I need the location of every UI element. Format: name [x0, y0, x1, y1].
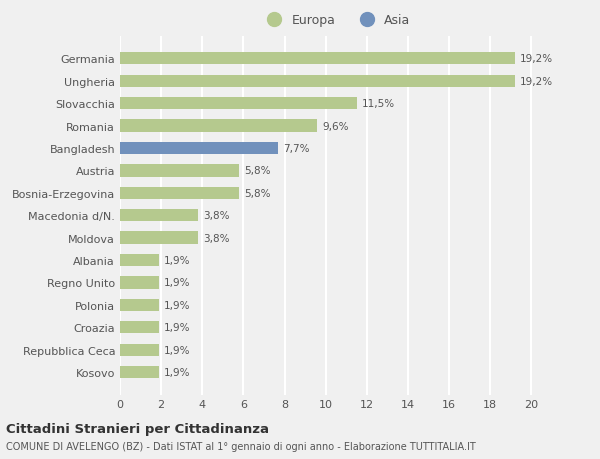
- Bar: [120, 75, 515, 88]
- Text: 1,9%: 1,9%: [164, 256, 191, 265]
- Text: COMUNE DI AVELENGO (BZ) - Dati ISTAT al 1° gennaio di ogni anno - Elaborazione T: COMUNE DI AVELENGO (BZ) - Dati ISTAT al …: [6, 441, 476, 451]
- Bar: [120, 120, 317, 132]
- Bar: [120, 366, 159, 379]
- Text: 19,2%: 19,2%: [520, 54, 553, 64]
- Text: 19,2%: 19,2%: [520, 77, 553, 86]
- Text: 1,9%: 1,9%: [164, 345, 191, 355]
- Bar: [120, 344, 159, 356]
- Bar: [120, 321, 159, 334]
- Text: 1,9%: 1,9%: [164, 367, 191, 377]
- Bar: [120, 254, 159, 267]
- Bar: [120, 98, 356, 110]
- Bar: [120, 210, 198, 222]
- Bar: [120, 165, 239, 177]
- Text: 1,9%: 1,9%: [164, 278, 191, 288]
- Text: 9,6%: 9,6%: [323, 121, 349, 131]
- Legend: Europa, Asia: Europa, Asia: [262, 14, 410, 27]
- Bar: [120, 232, 198, 244]
- Bar: [120, 187, 239, 200]
- Text: 5,8%: 5,8%: [244, 166, 271, 176]
- Text: 5,8%: 5,8%: [244, 188, 271, 198]
- Text: 3,8%: 3,8%: [203, 233, 230, 243]
- Bar: [120, 277, 159, 289]
- Text: 11,5%: 11,5%: [362, 99, 395, 109]
- Bar: [120, 142, 278, 155]
- Text: 7,7%: 7,7%: [284, 144, 310, 154]
- Text: 1,9%: 1,9%: [164, 300, 191, 310]
- Bar: [120, 53, 515, 65]
- Text: 1,9%: 1,9%: [164, 323, 191, 333]
- Bar: [120, 299, 159, 311]
- Text: Cittadini Stranieri per Cittadinanza: Cittadini Stranieri per Cittadinanza: [6, 422, 269, 435]
- Text: 3,8%: 3,8%: [203, 211, 230, 221]
